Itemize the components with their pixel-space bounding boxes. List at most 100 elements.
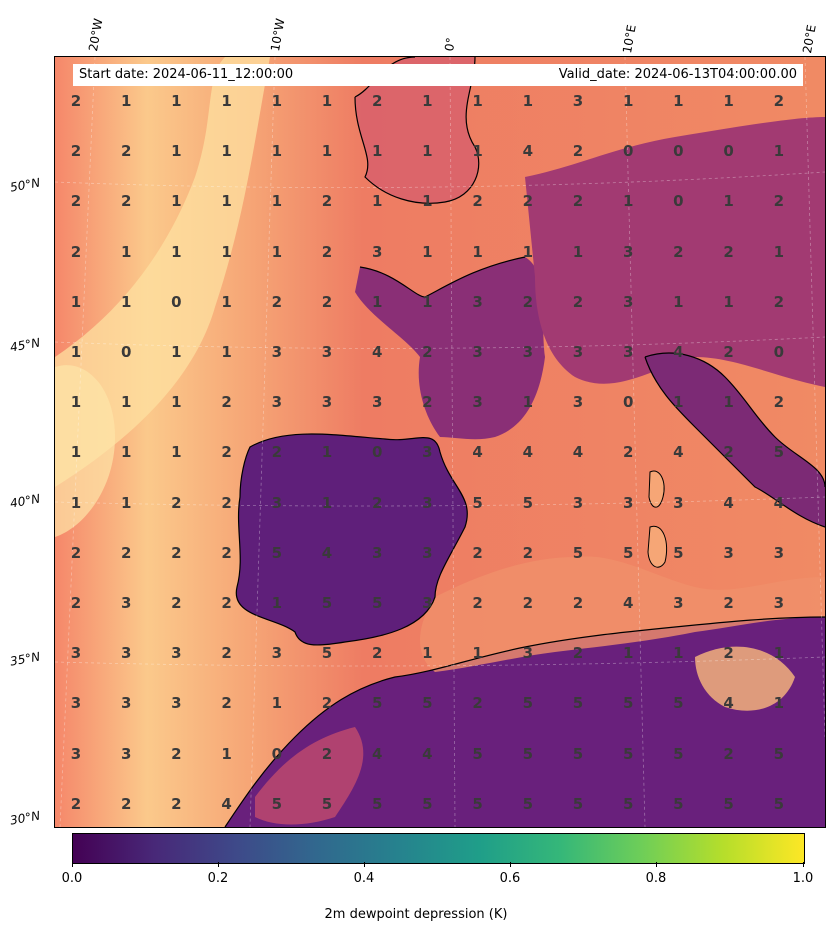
grid-value-label: 3: [572, 92, 584, 110]
grid-value-label: 2: [472, 192, 483, 211]
grid-value-label: 1: [271, 694, 283, 713]
grid-value-label: 1: [321, 142, 333, 161]
grid-value-label: 4: [371, 343, 383, 361]
grid-value-label: 5: [472, 493, 483, 512]
grid-value-label: 5: [371, 794, 383, 813]
grid-value-label: 1: [673, 644, 684, 663]
grid-value-label: 1: [773, 242, 785, 261]
grid-value-label: 1: [673, 92, 684, 110]
grid-value-label: 4: [673, 443, 684, 462]
colorbar-tick-label: 0.6: [499, 871, 521, 886]
grid-value-label: 2: [70, 92, 82, 110]
grid-value-label: 2: [221, 393, 232, 412]
grid-value-label: 1: [371, 142, 383, 161]
grid-value-label: 1: [271, 142, 283, 161]
grid-value-label: 2: [120, 192, 132, 211]
grid-value-label: 3: [572, 343, 584, 361]
grid-value-label: 2: [321, 694, 333, 713]
sardinia-island: [647, 525, 668, 568]
grid-value-label: 3: [773, 543, 785, 562]
grid-value-label: 4: [773, 493, 785, 512]
lat-label-30n: 30°N: [9, 808, 42, 828]
grid-value-label: 1: [171, 142, 182, 161]
grid-value-label: 4: [321, 543, 333, 562]
grid-value-label: 2: [120, 142, 132, 161]
grid-value-label: 0: [120, 343, 132, 361]
colorbar: [72, 833, 805, 864]
grid-value-label: 5: [572, 794, 584, 813]
grid-value-label: 3: [70, 744, 82, 763]
grid-value-label: 3: [321, 343, 333, 361]
grid-value-label: 1: [422, 644, 433, 663]
iberia-land: [236, 434, 468, 645]
grid-value-label: 2: [773, 92, 785, 110]
grid-value-label: 2: [70, 794, 82, 813]
grid-value-label: 1: [120, 443, 132, 462]
grid-value-label: 3: [120, 644, 132, 663]
grid-value-label: 1: [120, 493, 132, 512]
grid-value-label: 2: [221, 493, 232, 512]
grid-value-label: 1: [773, 644, 785, 663]
grid-value-label: 5: [673, 794, 684, 813]
map-panel: Start date: 2024-06-11_12:00:00 Valid_da…: [54, 56, 826, 828]
grid-value-label: 1: [321, 493, 333, 512]
grid-value-label: 2: [773, 192, 785, 211]
grid-value-label: 1: [422, 142, 433, 161]
grid-value-label: 5: [371, 694, 383, 713]
grid-value-label: 1: [622, 644, 634, 663]
corsica-island: [648, 470, 665, 508]
grid-value-label: 3: [773, 594, 785, 612]
grid-value-label: 3: [422, 594, 433, 612]
grid-value-label: 1: [321, 443, 333, 462]
colorbar-tick-label: 0.4: [353, 871, 375, 886]
grid-value-label: 5: [422, 694, 433, 713]
grid-value-label: 1: [70, 443, 82, 462]
grid-value-label: 3: [472, 393, 483, 412]
grid-value-label: 5: [773, 443, 785, 462]
grid-value-label: 5: [321, 594, 333, 612]
grid-value-label: 4: [572, 443, 584, 462]
grid-value-label: 0: [673, 142, 684, 161]
grid-value-label: 5: [572, 543, 584, 562]
colorbar-tick-label: 0.8: [645, 871, 667, 886]
grid-value-label: 2: [371, 92, 383, 110]
grid-value-label: 2: [70, 594, 82, 612]
grid-value-label: 5: [271, 543, 283, 562]
grid-value-label: 2: [321, 744, 333, 763]
grid-value-label: 5: [522, 794, 534, 813]
grid-value-label: 2: [221, 644, 232, 663]
grid-value-label: 0: [271, 744, 283, 763]
grid-value-label: 5: [572, 694, 584, 713]
grid-value-label: 5: [723, 794, 734, 813]
grid-value-label: 1: [271, 594, 283, 612]
grid-value-label: 3: [422, 443, 433, 462]
france-coastline: [359, 256, 526, 298]
lon-label-20e: 20°E: [800, 23, 819, 55]
grid-value-label: 1: [171, 92, 182, 110]
grid-value-label: 1: [673, 393, 684, 412]
grid-value-label: 2: [723, 644, 734, 663]
grid-value-label: 1: [422, 192, 433, 211]
grid-value-label: 3: [472, 343, 483, 361]
lon-label-20w: 20°W: [86, 17, 106, 53]
colorbar-tick: [364, 862, 365, 867]
grid-value-label: 3: [271, 493, 283, 512]
grid-value-label: 5: [321, 794, 333, 813]
valid-date-label: Valid_date: 2024-06-13T04:00:00.00: [558, 67, 797, 82]
atlantic-dry-band-2: [55, 365, 115, 537]
grid-value-label: 2: [572, 644, 584, 663]
grid-value-label: 5: [622, 694, 634, 713]
grid-value-label: 2: [572, 192, 584, 211]
grid-value-label: 5: [472, 744, 483, 763]
grid-value-label: 4: [673, 343, 684, 361]
grid-value-label: 3: [622, 242, 634, 261]
grid-value-label: 3: [622, 343, 634, 361]
grid-value-label: 2: [773, 292, 785, 311]
grid-value-label: 4: [723, 694, 734, 713]
colorbar-tick: [803, 862, 804, 867]
grid-value-label: 1: [271, 242, 283, 261]
grid-value-label: 0: [773, 343, 785, 361]
grid-value-label: 3: [70, 644, 82, 663]
grid-value-label: 2: [622, 443, 634, 462]
grid-value-label: 5: [673, 744, 684, 763]
